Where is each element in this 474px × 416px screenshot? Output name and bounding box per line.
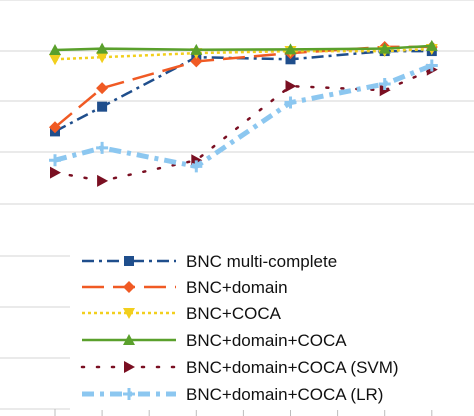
data-point-2-1 [96, 52, 109, 64]
legend-marker-0 [124, 256, 134, 266]
legend-entry-1: BNC+domain [82, 278, 288, 297]
data-point-5-1 [96, 141, 109, 154]
data-point-3-0 [49, 44, 61, 56]
legend-entry-5: BNC+domain+COCA (LR) [82, 385, 383, 404]
series-2 [49, 44, 438, 66]
series-4 [50, 63, 438, 187]
series-3 [49, 39, 438, 56]
series-line-2 [54, 47, 432, 61]
data-point-0-5 [285, 54, 296, 65]
data-point-4-1 [97, 174, 109, 187]
legend-label-5: BNC+domain+COCA (LR) [186, 385, 383, 404]
data-point-4-0 [50, 166, 61, 179]
data-point-1-3 [190, 55, 203, 68]
series-line-0 [54, 49, 432, 133]
x-axis-ticks [54, 409, 433, 416]
legend-entry-2: BNC+COCA [82, 304, 282, 323]
data-point-5-0 [49, 154, 61, 167]
legend-marker-1 [123, 281, 135, 293]
legend-background [70, 244, 474, 410]
legend-entry-3: BNC+domain+COCA [82, 331, 347, 350]
legend-marker-3 [123, 334, 135, 345]
data-point-4-3 [191, 154, 203, 167]
series-5 [49, 59, 438, 173]
data-point-3-3 [190, 43, 203, 55]
legend-marker-5 [123, 388, 135, 400]
legend-label-1: BNC+domain [186, 278, 288, 297]
legend-label-4: BNC+domain+COCA (SVM) [186, 358, 399, 377]
series-line-5 [54, 63, 433, 170]
legend-label-2: BNC+COCA [186, 304, 282, 323]
data-point-4-7 [379, 84, 391, 97]
data-point-3-7 [378, 42, 391, 54]
series-0 [50, 46, 437, 137]
data-point-2-0 [49, 54, 61, 66]
legend-label-0: BNC multi-complete [186, 252, 337, 271]
legend-label-3: BNC+domain+COCA [186, 331, 347, 350]
legend: BNC multi-complete BNC+domain BNC+COCA BNC+… [70, 244, 474, 410]
data-point-3-8 [425, 39, 438, 51]
data-point-1-1 [96, 82, 109, 95]
data-point-5-7 [378, 78, 391, 91]
data-point-4-5 [285, 80, 297, 93]
data-point-0-1 [97, 101, 108, 112]
data-point-5-8 [425, 59, 438, 72]
legend-entry-4: BNC+domain+COCA (SVM) [80, 358, 399, 377]
series-1 [49, 40, 438, 134]
legend-marker-2 [123, 308, 135, 319]
data-point-3-1 [96, 42, 109, 54]
legend-marker-4 [124, 361, 135, 373]
data-point-5-5 [284, 96, 297, 109]
legend-entry-0: BNC multi-complete [82, 252, 337, 271]
series-group [49, 39, 438, 187]
data-point-1-0 [49, 121, 61, 134]
data-point-5-3 [190, 160, 203, 173]
series-line-3 [54, 44, 432, 52]
data-point-3-5 [284, 43, 297, 55]
